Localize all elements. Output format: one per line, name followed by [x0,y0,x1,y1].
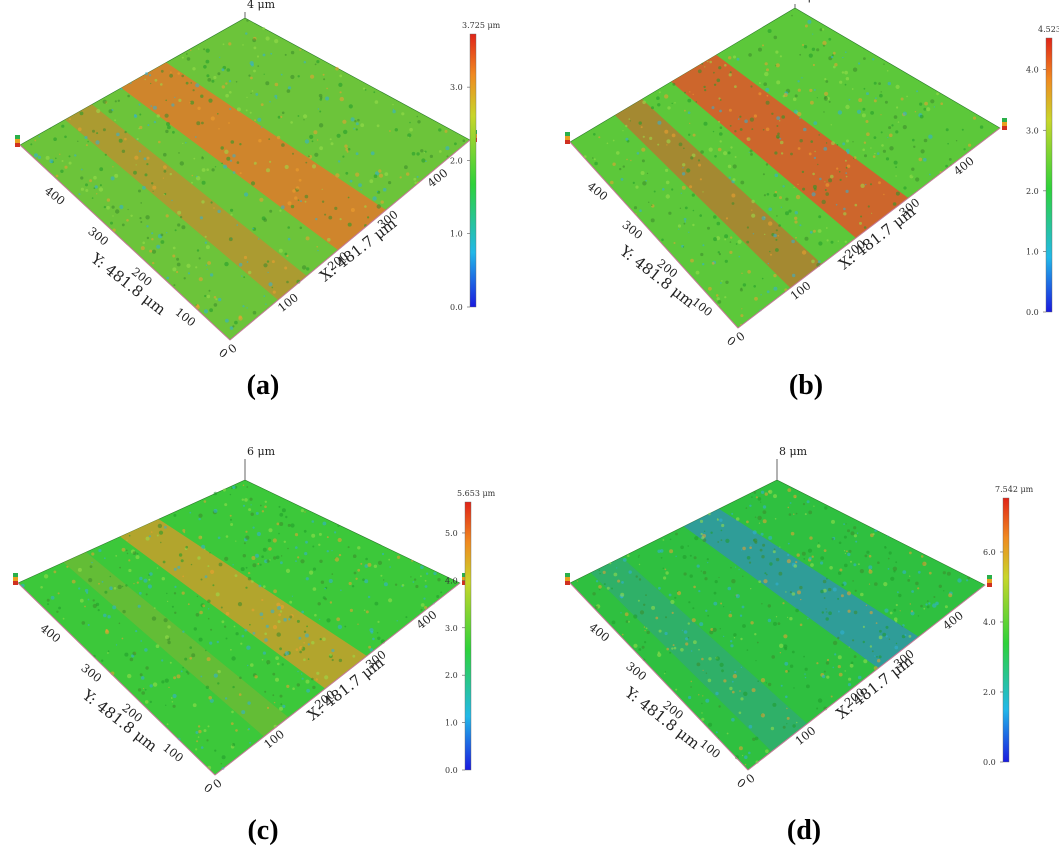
y-tick-label: 100 [173,305,199,330]
caption-a: (a) [246,370,280,401]
orientation-icon [1002,118,1007,130]
colorbar-max-label: 3.725 μm [462,21,501,30]
orientation-icon [565,132,570,144]
colorbar-tick-label: 4.0 [983,618,996,627]
surface-texture [20,484,443,770]
orientation-icon [15,135,20,147]
colorbar-tick-label: 2.0 [445,671,458,680]
surface-band [65,104,307,300]
caption-c: (c) [247,815,279,846]
colorbar-tick-label: 3.0 [450,83,463,92]
y-tick-label: 400 [38,621,64,646]
colorbar-tick-label: 4.0 [1026,66,1039,75]
colorbar-tick-label: 2.0 [450,156,463,165]
axis-frame [569,127,1001,329]
caption-b: (b) [788,370,824,401]
x-tick-label: 0 [210,776,224,792]
surface-band [671,54,909,239]
colorbar-tick-label: 2.0 [1026,187,1039,196]
axis-frame [19,139,471,341]
z-top-label: 8 μm [779,445,808,458]
colorbar-tick-label: 0.0 [983,758,996,767]
colorbar [1002,497,1010,763]
colorbar-tick-label: 4.0 [445,576,458,585]
x-tick-label: 0 [733,329,747,345]
x-tick-label: 0 [225,341,239,357]
colorbar-tick-label: 0.0 [1026,308,1039,317]
colorbar-max-label: 7.542 μm [995,485,1034,494]
colorbar-tick-label: 0.0 [450,303,463,312]
panel-d: 0 100 200 300 400 0 100 200 300 400 Y: 481.8 μm X: … [529,425,1058,850]
colorbar-max-label: 4.523 μm [1038,25,1059,34]
surface-texture [576,488,971,766]
z-top-label: 6 μm [247,445,276,458]
y-tick-label: 400 [42,183,68,208]
y-tick-label: 100 [160,740,186,765]
surface-c [17,479,461,776]
caption-d: (d) [786,815,822,846]
z-top-label: 5 μm [797,0,826,3]
colorbar [1045,37,1053,313]
colorbar-max-label: 5.653 μm [457,489,496,498]
axis-frame [17,582,461,776]
panel-c: 0 100 200 300 400 0 100 200 300 400 Y: 481.8 μm X: … [0,425,529,850]
orientation-icon [462,573,467,585]
surface-texture [30,19,466,330]
colorbar [469,33,477,308]
axis-frame [569,582,986,771]
y-tick-label: 300 [78,661,104,686]
colorbar-tick-label: 1.0 [1026,247,1039,256]
y-tick-label: 300 [85,224,111,249]
colorbar-tick-label: 5.0 [445,529,458,538]
orientation-icon [13,573,18,585]
colorbar-tick-label: 2.0 [983,688,996,697]
z-top-label: 4 μm [247,0,276,11]
surface-band [63,552,289,737]
surface-band [615,99,822,289]
colorbar-tick-label: 3.0 [1026,126,1039,135]
x-tick-label: 0 [743,771,757,787]
colorbar-tick-label: 1.0 [450,230,463,239]
surface-band [121,62,386,251]
colorbar-tick-label: 6.0 [983,548,996,557]
colorbar-tick-label: 3.0 [445,624,458,633]
surface-texture [583,14,984,326]
colorbar [464,501,472,771]
panel-b: 0 100 200 300 400 0 100 200 300 400 Y: 481.8 μm X: … [529,0,1059,425]
orientation-icon [565,573,570,585]
colorbar-tick-label: 0.0 [445,766,458,775]
panel-a: 0 100 200 300 400 0 100 200 300 400 Y: 481.8 μm X: … [0,0,529,425]
colorbar-tick-label: 1.0 [445,719,458,728]
orientation-icon [987,575,992,587]
